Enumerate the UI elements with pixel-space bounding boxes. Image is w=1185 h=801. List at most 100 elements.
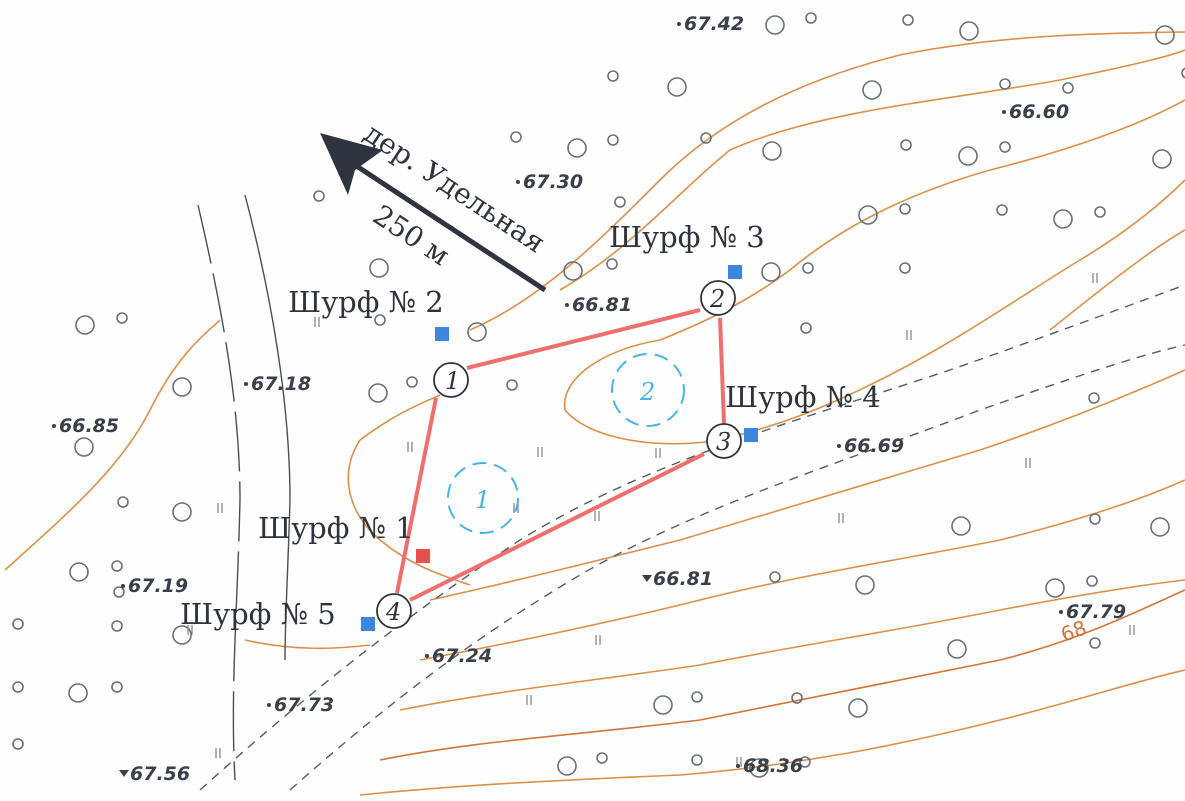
meadow-symbol [1092,273,1098,283]
route-node[interactable]: 2 [700,280,736,316]
tree-symbol [1181,67,1185,79]
meadow-symbols [187,273,1135,767]
zone-circle [447,462,519,534]
route-node[interactable]: 1 [433,362,469,398]
meadow-symbol [215,748,221,758]
road-edge [289,344,1185,791]
tree-symbol [172,502,192,522]
elevation-value: 67.73 [274,694,334,716]
route-node[interactable]: 3 [706,423,742,459]
contour-line [419,479,1185,661]
meadow-symbol [595,635,601,645]
tree-symbol [667,77,687,97]
meadow-symbol [594,511,600,521]
tree-symbol [958,146,978,166]
tree-symbol [1053,209,1073,229]
zone-number: 2 [639,378,655,406]
route [395,308,726,602]
tree-symbol [791,692,803,704]
pit-marker[interactable] [435,327,449,341]
zone-circle [611,353,685,427]
tree-symbol [900,139,912,151]
elevation-mark: 66.69 [837,435,904,457]
tree-symbol [996,204,1008,216]
route-nodes: 1 2 3 4 [376,280,742,629]
tree-symbol [313,190,325,202]
elevation-dot-icon [244,382,248,386]
route-node-circle [376,593,412,629]
elevation-dot-icon [677,22,681,26]
elevation-mark: 67.30 [516,171,583,193]
elevation-value: 67.19 [128,575,188,597]
tree-symbol [607,70,619,82]
tree-symbol [12,681,24,693]
tree-symbols [12,12,1185,778]
route-node-circle [700,280,736,316]
tree-symbol [614,196,626,208]
contour-line [4,319,221,571]
elevation-value: 67.18 [251,373,311,395]
tree-symbol [467,322,487,342]
contour-line [359,394,441,441]
tree-symbol [111,681,123,693]
tree-symbol [510,131,522,143]
elevation-mark: 67.42 [677,13,744,35]
tree-symbol [1062,82,1074,94]
tree-symbol [12,738,24,750]
meadow-symbol [407,442,413,452]
tree-symbol [1045,578,1065,598]
pit-marker[interactable] [744,428,758,442]
meadow-symbol [217,503,223,513]
route-node-number: 4 [385,598,401,626]
elevation-dot-icon [425,654,429,658]
tree-symbol [691,691,703,703]
tree-symbol [765,15,785,35]
elevation-mark: 68.36 [736,755,803,777]
route-segment [395,397,438,594]
tree-symbol [749,758,769,778]
meadow-symbol [838,513,844,523]
elevation-value: 67.79 [1066,601,1126,623]
tree-symbol [75,315,95,335]
pit-label: Шурф № 1 [258,511,414,545]
contour-line [559,49,1185,291]
tree-symbol [855,575,875,595]
elevation-dot-icon [267,703,271,707]
route-node-number: 2 [709,285,725,313]
meadow-symbol [655,448,661,458]
tree-symbol [862,80,882,100]
route-node-number: 3 [716,428,731,456]
tree-symbol [762,141,782,161]
route-node[interactable]: 4 [376,593,412,629]
elevation-mark: 67.19 [121,575,188,597]
pit-label: Шурф № 2 [288,285,444,319]
meadow-symbol [314,317,320,327]
tree-symbol [802,262,814,274]
arrow-distance-label: 250 м [367,198,455,272]
elevation-triangle-icon [642,575,652,582]
elevation-dot-icon [1059,610,1063,614]
tree-symbol [800,322,812,334]
route-segment [409,452,705,602]
tree-symbol [799,756,811,768]
pit-label: Шурф № 4 [725,380,881,414]
pit-marker[interactable] [416,549,430,563]
elevation-value: 66.81 [572,294,632,316]
contour-line [399,579,1185,711]
tree-symbol [374,314,386,326]
tree-symbol [947,639,967,659]
elevation-mark: 67.79 [1059,601,1126,623]
roads [199,284,1185,791]
meadow-symbol [1025,458,1031,468]
meadow-symbol [1129,625,1135,635]
elevation-value: 66.81 [653,568,713,590]
pit-marker[interactable] [728,265,742,279]
route-segment [718,317,726,425]
tree-symbol [1086,575,1098,587]
zones: 1 2 [447,353,685,534]
pit-marker[interactable] [361,617,375,631]
route-node-circle [706,423,742,459]
contour-line [359,669,1185,796]
